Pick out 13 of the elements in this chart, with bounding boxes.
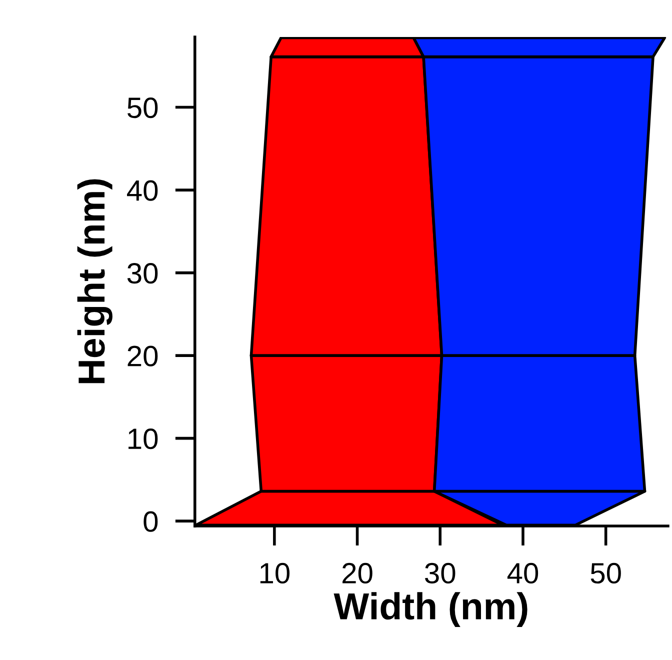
x-tick-label: 20: [342, 562, 372, 584]
y-tick-label: 20: [128, 346, 158, 366]
x-tick-label: 30: [425, 562, 456, 584]
y-tick-label: 30: [127, 263, 158, 284]
x-tick-label: 40: [507, 562, 538, 584]
y-axis-title: Height (nm): [77, 179, 112, 384]
x-tick-label: 50: [590, 562, 621, 584]
x-tick-label: 10: [260, 562, 290, 584]
y-tick-label: 50: [127, 98, 158, 118]
y-tick-label: 10: [128, 428, 158, 450]
y-tick-label: 40: [127, 180, 158, 201]
x-axis-title: Width (nm): [334, 592, 528, 628]
y-tick-label: 0: [144, 511, 158, 532]
